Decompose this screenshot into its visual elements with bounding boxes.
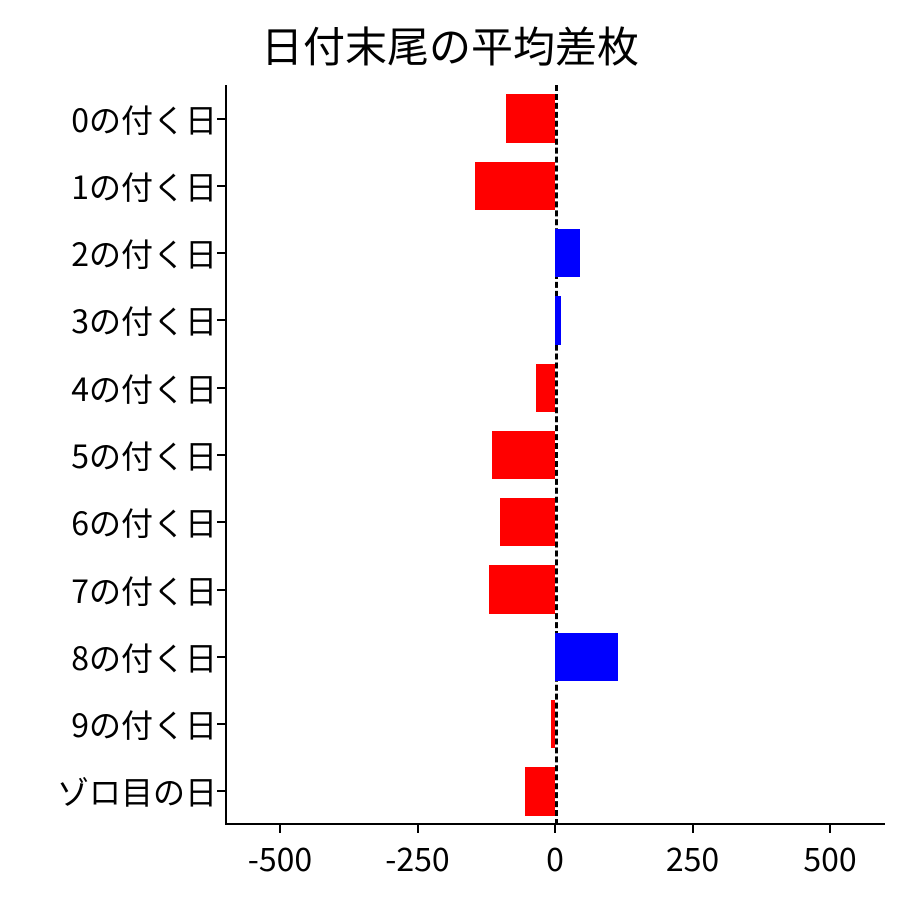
y-tick-label: 7の付く日	[71, 567, 225, 613]
bar	[555, 633, 618, 681]
y-tick-label: 8の付く日	[71, 634, 225, 680]
y-tick-label: 5の付く日	[71, 432, 225, 478]
y-tick-label: 6の付く日	[71, 499, 225, 545]
bar	[555, 296, 561, 344]
bar	[492, 431, 555, 479]
y-tick-label: ゾロ目の日	[57, 768, 225, 814]
y-tick-label: 1の付く日	[71, 163, 225, 209]
chart-title: 日付末尾の平均差枚	[0, 14, 900, 75]
bar	[525, 767, 555, 815]
y-tick-label: 3の付く日	[71, 297, 225, 343]
bar	[500, 498, 555, 546]
plot-area: 0の付く日1の付く日2の付く日3の付く日4の付く日5の付く日6の付く日7の付く日…	[225, 85, 885, 825]
y-tick-label: 4の付く日	[71, 365, 225, 411]
x-tick-label: -500	[248, 825, 312, 881]
y-tick-label: 2の付く日	[71, 230, 225, 276]
y-tick-label: 9の付く日	[71, 701, 225, 747]
y-tick-label: 0の付く日	[71, 96, 225, 142]
x-tick-label: 500	[803, 825, 856, 881]
x-tick-label: 0	[546, 825, 564, 881]
bar	[506, 94, 556, 142]
y-axis-line	[225, 85, 227, 825]
x-tick-label: -250	[385, 825, 449, 881]
bar	[536, 364, 555, 412]
x-tick-label: 250	[666, 825, 719, 881]
bar	[475, 162, 555, 210]
chart-container: 日付末尾の平均差枚 0の付く日1の付く日2の付く日3の付く日4の付く日5の付く日…	[0, 0, 900, 900]
bar	[551, 700, 555, 748]
bar	[555, 229, 580, 277]
bar	[489, 565, 555, 613]
zero-reference-line	[555, 85, 558, 825]
